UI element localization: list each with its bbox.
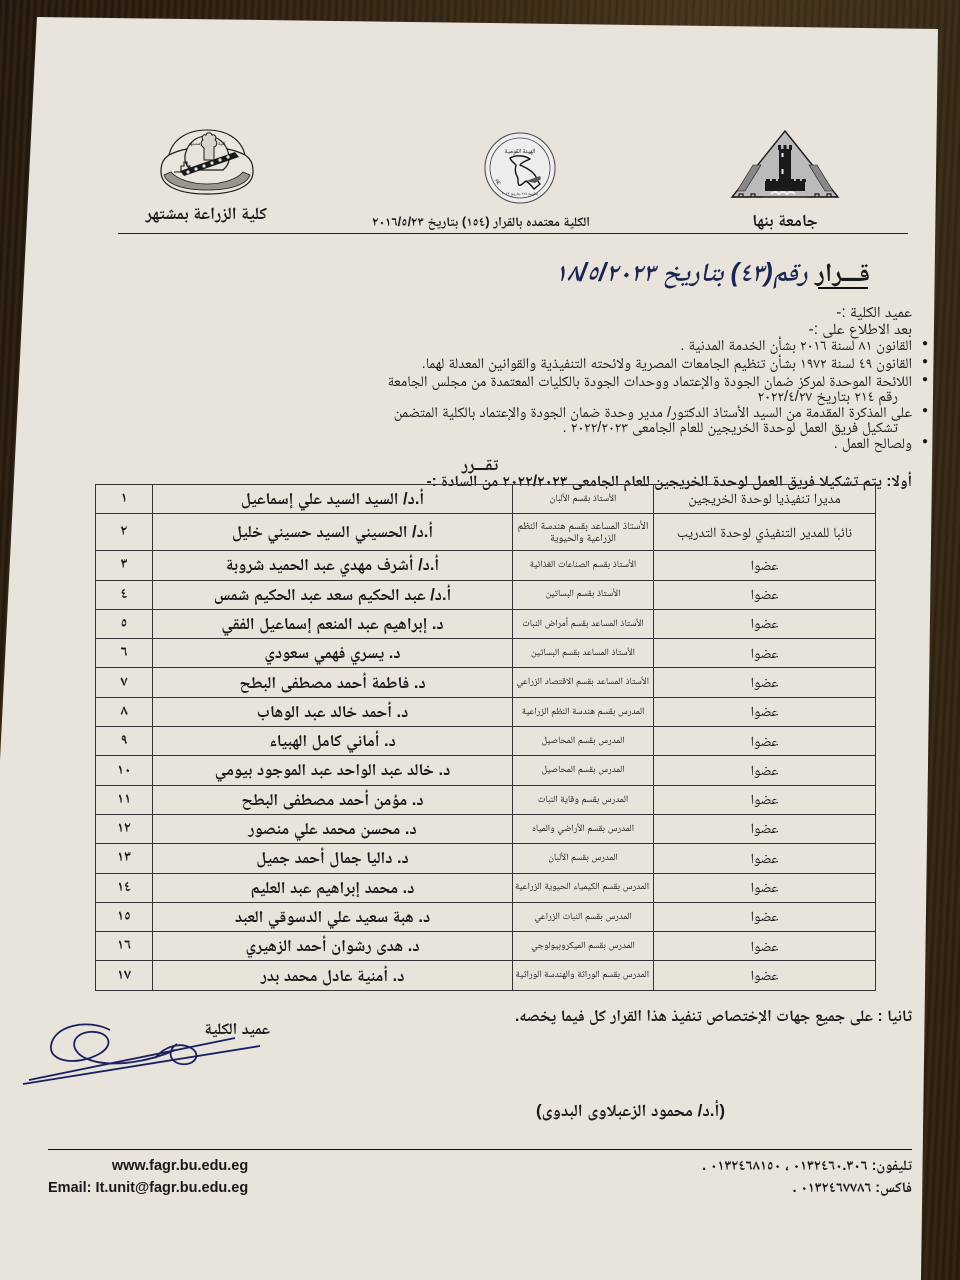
svg-text:بتاريخ ٢١٤ بتاريخ ٢٠٢٢: بتاريخ ٢١٤ بتاريخ ٢٠٢٢ <box>502 190 538 198</box>
